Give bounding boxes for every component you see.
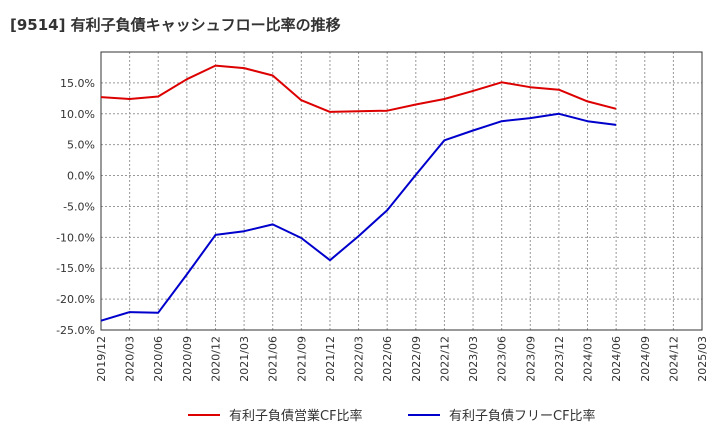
series-line	[100, 64, 617, 113]
plot-frame	[100, 51, 703, 331]
x-tick-label: 2021/06	[267, 336, 280, 382]
legend-label: 有利子負債フリーCF比率	[449, 408, 596, 424]
x-tick-label: 2025/03	[696, 336, 709, 382]
y-tick-label: 15.0%	[60, 77, 95, 90]
x-tick-label: 2024/06	[610, 336, 623, 382]
y-tick-label: -20.0%	[56, 293, 95, 306]
x-tick-label: 2022/03	[353, 336, 366, 382]
x-tick-label: 2020/06	[152, 336, 165, 382]
x-tick-label: 2021/12	[324, 336, 337, 382]
x-tick-label: 2023/12	[553, 336, 566, 382]
legend-label: 有利子負債営業CF比率	[229, 408, 363, 424]
y-tick-label: 10.0%	[60, 108, 95, 121]
y-tick-label: -25.0%	[56, 324, 95, 337]
y-tick-label: -10.0%	[56, 231, 95, 244]
x-tick-label: 2020/03	[124, 336, 137, 382]
x-tick-label: 2020/09	[181, 336, 194, 382]
chart-title: [9514] 有利子負債キャッシュフロー比率の推移	[10, 16, 341, 34]
x-tick-label: 2022/09	[410, 336, 423, 382]
x-tick-label: 2024/09	[639, 336, 652, 382]
series-line	[100, 112, 617, 322]
x-tick-label: 2022/12	[438, 336, 451, 382]
x-tick-label: 2023/09	[524, 336, 537, 382]
x-tick-label: 2021/09	[295, 336, 308, 382]
x-tick-label: 2019/12	[95, 336, 108, 382]
x-tick-label: 2023/06	[496, 336, 509, 382]
x-tick-label: 2021/03	[238, 336, 251, 382]
x-tick-label: 2024/12	[667, 336, 680, 382]
x-tick-label: 2024/03	[582, 336, 595, 382]
x-tick-label: 2023/03	[467, 336, 480, 382]
x-tick-label: 2022/06	[381, 336, 394, 382]
y-tick-label: -15.0%	[56, 262, 95, 275]
x-tick-label: 2020/12	[209, 336, 222, 382]
y-tick-label: 5.0%	[67, 139, 95, 152]
y-tick-label: 0.0%	[67, 170, 95, 183]
y-tick-label: -5.0%	[63, 200, 95, 213]
